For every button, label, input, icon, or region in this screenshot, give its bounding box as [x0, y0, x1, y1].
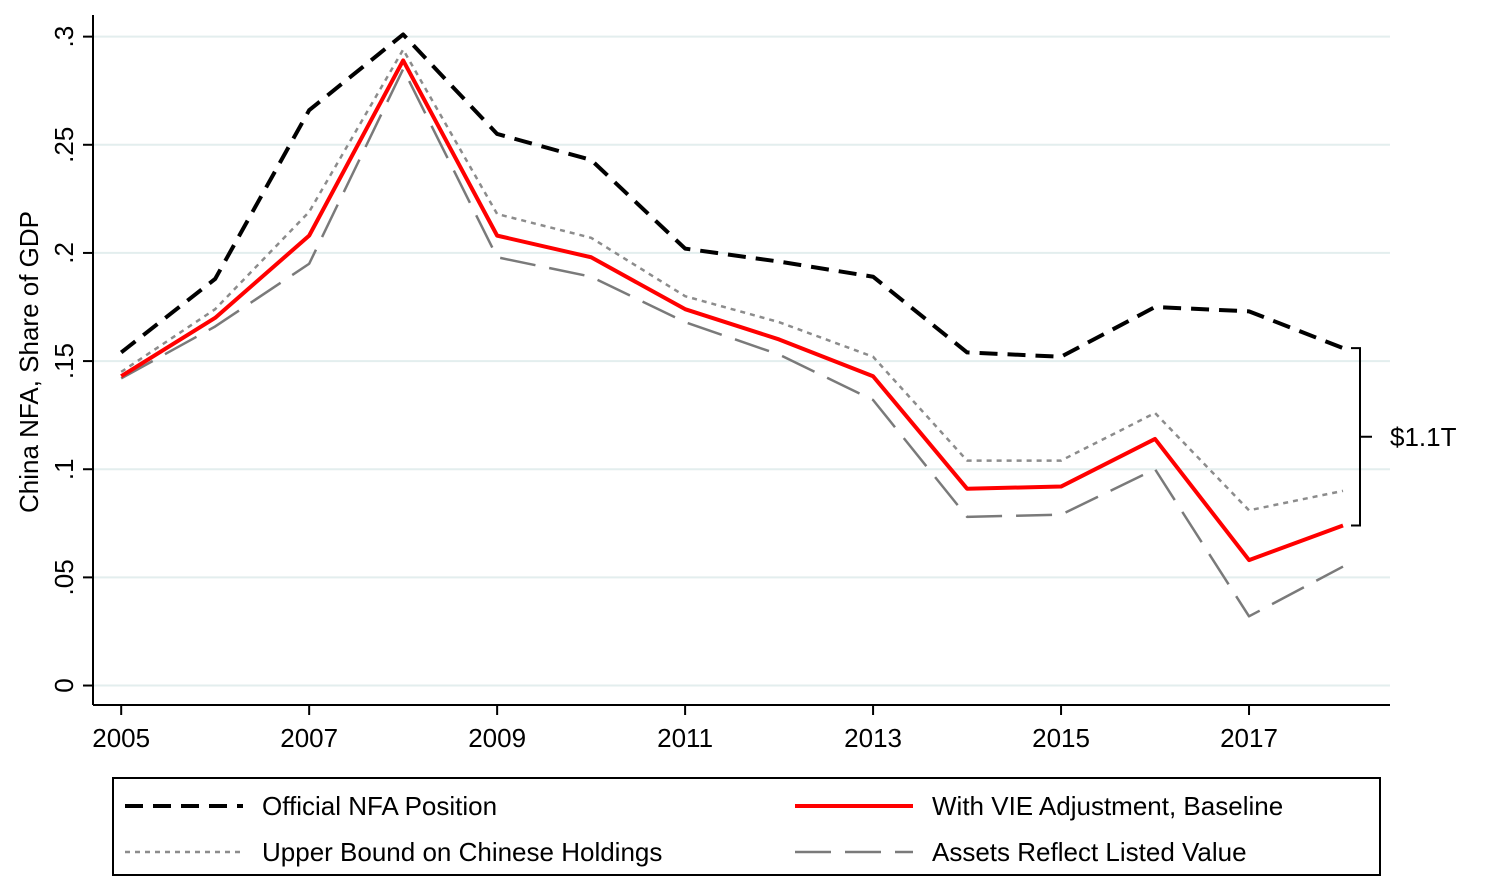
x-tick-label: 2013	[844, 723, 902, 753]
y-tick-label: .3	[49, 26, 79, 48]
x-tick-label: 2005	[92, 723, 150, 753]
y-tick-label: 0	[49, 678, 79, 692]
legend-label: With VIE Adjustment, Baseline	[932, 791, 1283, 821]
series-line	[120, 48, 1344, 512]
legend-label: Official NFA Position	[262, 791, 497, 821]
y-tick-label: .1	[49, 458, 79, 480]
y-tick-label: .05	[49, 559, 79, 595]
bracket	[1351, 347, 1372, 527]
series-line	[119, 32, 1344, 359]
series-line	[120, 67, 1344, 618]
x-tick-label: 2011	[657, 723, 713, 753]
x-tick-label: 2009	[468, 723, 526, 753]
x-tick-label: 2007	[280, 723, 338, 753]
y-tick-label: .25	[49, 127, 79, 163]
y-tick-label: .15	[49, 343, 79, 379]
y-tick-label: .2	[49, 242, 79, 264]
series-line	[120, 58, 1344, 563]
x-tick-label: 2015	[1032, 723, 1090, 753]
legend-label: Assets Reflect Listed Value	[932, 837, 1247, 867]
legend-label: Upper Bound on Chinese Holdings	[262, 837, 662, 867]
annotation: $1.1T	[1390, 422, 1457, 452]
y-axis-label: China NFA, Share of GDP	[14, 211, 44, 513]
legend-box	[112, 777, 1381, 876]
x-tick-label: 2017	[1220, 723, 1278, 753]
